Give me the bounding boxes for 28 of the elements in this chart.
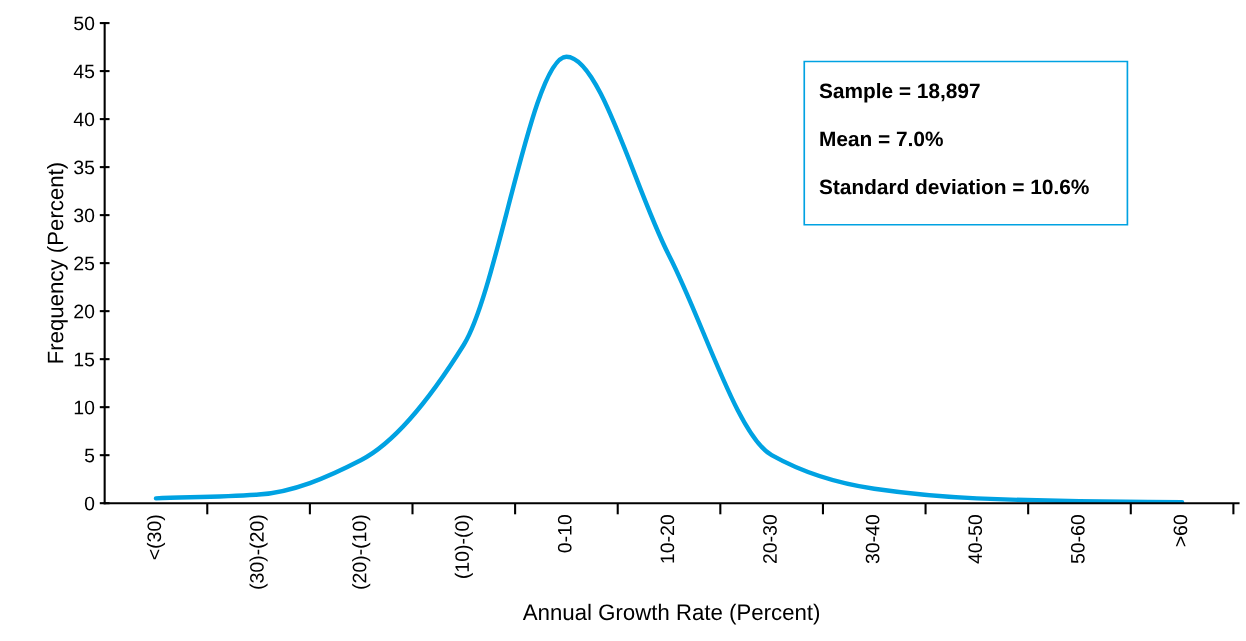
x-tick-label: (30)-(20)	[249, 515, 268, 589]
x-tick-label: 0-10	[557, 515, 572, 553]
y-axis-title: Frequency (Percent)	[47, 163, 68, 363]
y-tick-label: 10	[74, 400, 95, 415]
x-tick-label: (20)-(10)	[352, 515, 371, 589]
y-tick-label: 40	[73, 112, 95, 127]
x-tick-label: 20-30	[763, 515, 777, 564]
y-tick-label: 15	[74, 352, 95, 367]
x-tick-label: 40-50	[968, 515, 983, 564]
annotation: Standard deviation = 10.6%	[819, 179, 1089, 195]
y-tick-label: 45	[73, 64, 95, 79]
annotation: Sample = 18,897	[819, 82, 980, 103]
y-tick-label: 35	[74, 160, 95, 175]
y-tick-label: 20	[74, 304, 95, 319]
x-axis-title: Annual Growth Rate (Percent)	[522, 603, 820, 625]
line-series	[153, 54, 1185, 504]
x-tick-label: (10)-(0)	[454, 515, 473, 578]
x-tick-label: 50-60	[1070, 515, 1085, 564]
y-tick-label: 0	[84, 496, 95, 511]
x-tick-label: 30-40	[865, 515, 880, 564]
x-tick-label: >60	[1173, 515, 1188, 547]
y-tick-label: 5	[84, 448, 95, 463]
x-tick-label: <(30)	[146, 515, 166, 560]
x-tick-label: 10-20	[660, 515, 675, 563]
annotation: Mean = 7.0%	[820, 131, 943, 147]
y-tick-label: 25	[74, 256, 95, 271]
y-tick-label: 30	[74, 208, 95, 223]
y-tick-label: 50	[74, 16, 95, 31]
